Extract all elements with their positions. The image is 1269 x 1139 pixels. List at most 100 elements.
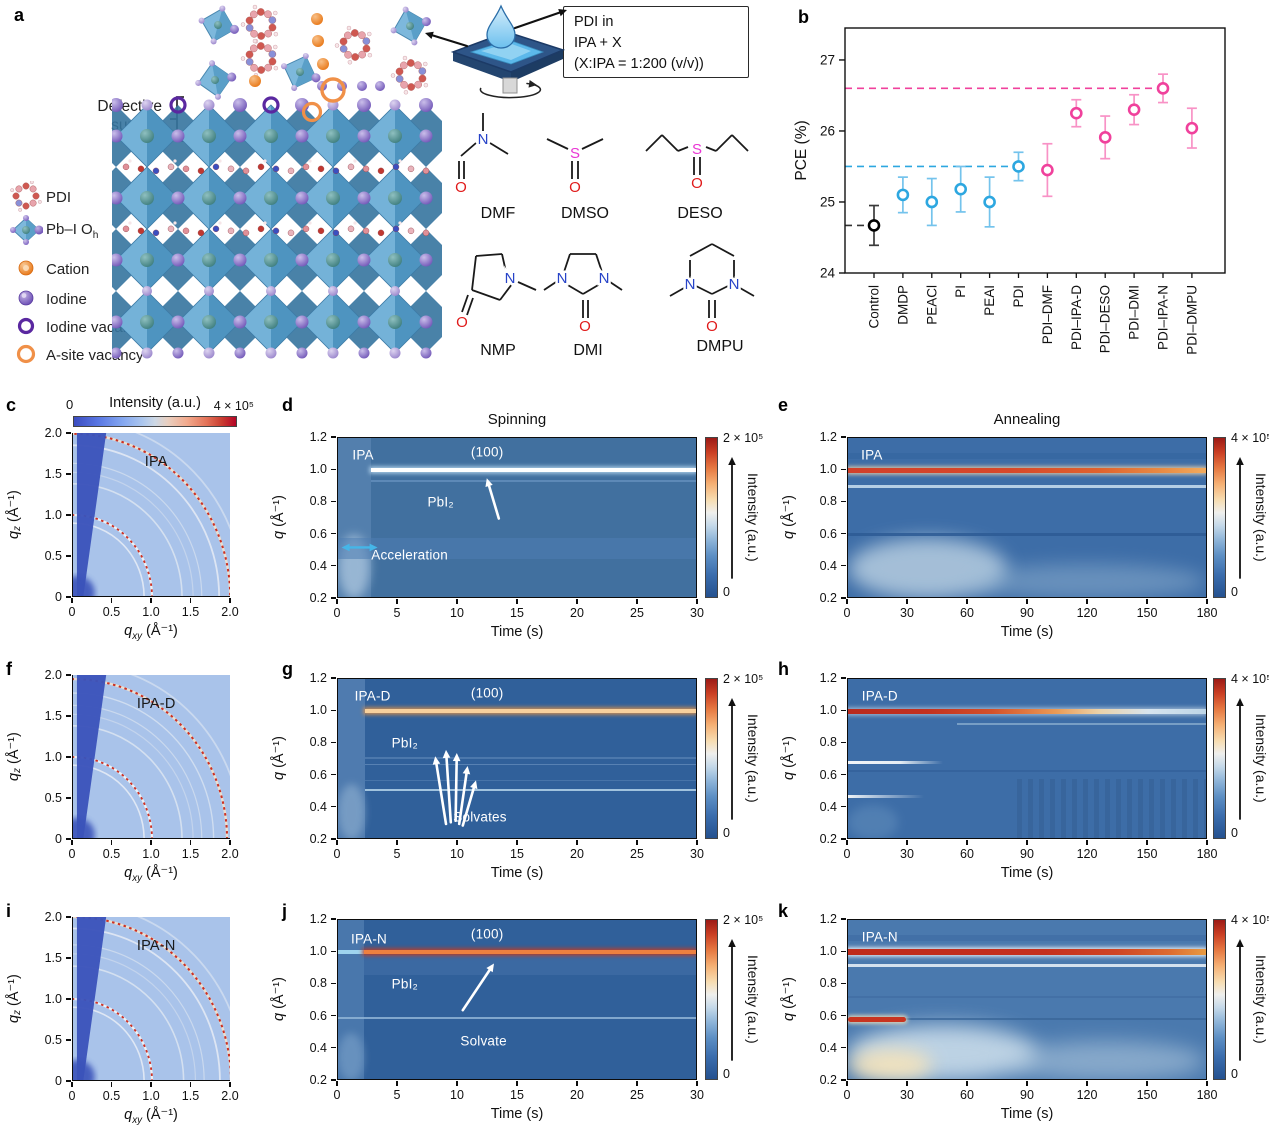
x-axis-tick — [336, 840, 338, 845]
arrow-shaft — [487, 484, 501, 520]
x-axis-tick — [150, 840, 152, 845]
x-axis-tick — [966, 840, 968, 845]
colorbar-arrow-wrap — [1233, 696, 1247, 821]
arrow-head — [452, 753, 461, 762]
chain-molecule-atom — [167, 163, 175, 171]
panel-label-a: a — [14, 5, 25, 25]
x-tick-label: 1.0 — [142, 1089, 160, 1103]
panel-label-c: c — [6, 395, 17, 415]
x-tick-label: 15 — [510, 847, 524, 861]
lead-atom — [264, 253, 278, 267]
atom-sphere — [328, 286, 338, 296]
panel-label-j: j — [282, 901, 288, 921]
heatmap-annotation: Acceleration — [371, 547, 448, 563]
spindle — [502, 77, 518, 94]
chain-molecule-atom — [287, 229, 295, 237]
x-axis-title: Time (s) — [1000, 1106, 1054, 1122]
pdi-atom — [358, 31, 366, 39]
molecule-structure-svg: N N O — [543, 253, 623, 338]
bond-line — [489, 142, 509, 155]
octahedron-right — [333, 291, 364, 353]
x-tick-label: 60 — [960, 606, 974, 620]
bond-line — [546, 138, 569, 150]
x-axis-tick — [189, 1082, 192, 1087]
octahedron-right — [333, 105, 364, 167]
x-axis-title: Time (s) — [1000, 865, 1054, 881]
pdi-atom — [339, 45, 348, 53]
pdi-hydrogen — [273, 65, 279, 71]
pdi-hydrogen — [390, 73, 396, 78]
heatmap-plot-h: IPA-D — [847, 678, 1207, 839]
atom-sphere — [204, 286, 214, 296]
x-tick-label: 0 — [68, 1089, 76, 1103]
chain-hydrogen — [308, 159, 312, 163]
colorbar-arrow — [1236, 457, 1244, 579]
molecule-dmf: N O DMF — [448, 95, 548, 230]
y-axis-tick — [66, 916, 71, 918]
octahedron-left — [364, 105, 395, 167]
y-axis-title: qz (Å⁻¹) — [6, 974, 23, 1024]
octahedron-left — [178, 229, 209, 291]
atom-sphere — [312, 35, 324, 47]
colorbar — [705, 919, 718, 1080]
pdi-atom — [407, 83, 415, 91]
pdi-hydrogen — [252, 4, 258, 10]
perovskite-crystal-schematic — [85, 0, 457, 380]
x-axis-tick — [456, 1081, 458, 1086]
iodine-vacancy-icon — [17, 317, 35, 335]
x-tick-label: 30 — [900, 606, 914, 620]
octahedron-right — [395, 105, 426, 167]
arrow-head — [341, 543, 350, 552]
atom-sphere — [233, 191, 247, 205]
chain-molecule-atom — [197, 167, 205, 175]
bond-line — [693, 284, 713, 295]
chain-molecule-atom — [122, 225, 130, 233]
x-tick-label: 10 — [450, 1088, 464, 1102]
sample-label-2d: IPA-D — [136, 696, 176, 713]
y-tick-label: 2.0 — [44, 426, 62, 440]
y-tick-label: 1.0 — [309, 703, 327, 718]
x-tick-label: 1.5 — [181, 605, 200, 619]
chain-hydrogen — [263, 159, 267, 163]
beamstop-wedge — [76, 675, 107, 838]
y-axis-tick — [66, 715, 71, 717]
beamstop-wedge — [76, 433, 107, 596]
liquid-film-highlight — [481, 43, 531, 60]
pdi-hydrogen — [240, 22, 246, 27]
y-tick-label: 27 — [820, 52, 835, 67]
atom-label: N — [685, 276, 696, 293]
data-point-marker — [954, 182, 967, 196]
giwaxs-2d-plot-f: IPA-D — [72, 675, 230, 839]
colorbar-min-label: 0 — [1231, 1067, 1238, 1081]
octahedron-left — [178, 291, 209, 353]
y-axis-title: q (Å⁻¹) — [781, 977, 797, 1022]
colorbar-min-label: 0 — [1231, 826, 1238, 840]
y-axis-tick — [66, 432, 71, 434]
x-axis-tick — [71, 598, 73, 603]
chain-molecule-atom — [257, 163, 265, 171]
bond-line — [471, 255, 477, 291]
chain-molecule-atom — [242, 229, 250, 237]
colorbar — [705, 678, 718, 839]
arrow-shaft — [431, 34, 469, 48]
octahedron-left — [302, 229, 333, 291]
y-tick-label: 0.2 — [309, 591, 327, 605]
panel-label-e: e — [778, 395, 789, 415]
octahedron-left — [116, 291, 147, 353]
atom-sphere — [109, 98, 123, 112]
x-axis-tick — [696, 840, 698, 845]
y-tick-label: 0.8 — [309, 735, 327, 750]
octahedron-left — [302, 291, 333, 353]
colorbar-title: Intensity (a.u.) — [1253, 473, 1269, 562]
colorbar-title: Intensity (a.u.) — [1253, 714, 1269, 803]
x-tick-label: 30 — [900, 1088, 914, 1102]
x-axis-tick — [1146, 1081, 1148, 1086]
y-tick-label: 0.6 — [309, 767, 327, 782]
x-axis-tick — [576, 1081, 578, 1086]
bond-line — [563, 253, 571, 273]
atom-sphere — [265, 347, 277, 359]
x-axis-tick — [966, 1081, 968, 1086]
panel-label-b: b — [798, 7, 809, 27]
heatmap-annotation: PbI₂ — [391, 735, 418, 751]
spin-coater-svg — [425, 4, 567, 99]
